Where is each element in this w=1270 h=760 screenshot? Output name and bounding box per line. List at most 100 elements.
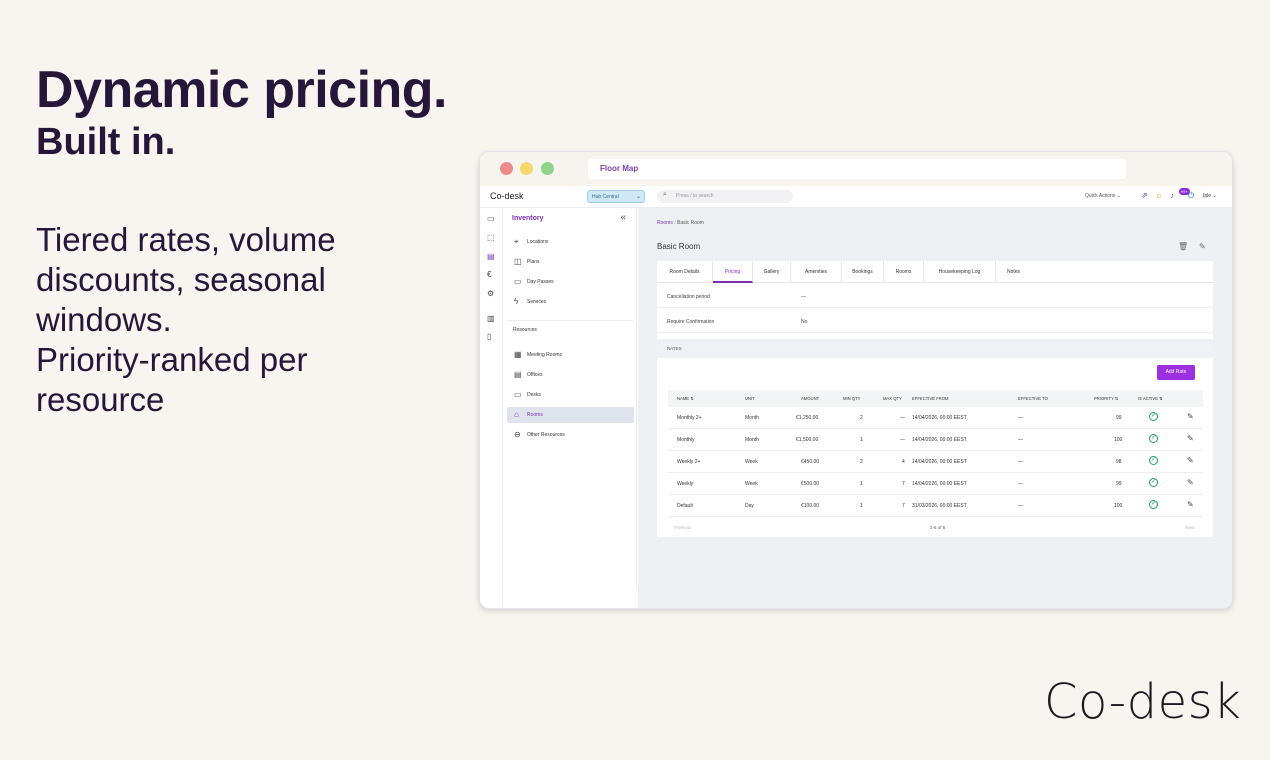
table-row: Monthly 2+ Month €1,250.00 2 — 14/04/202… — [668, 407, 1203, 429]
monitor-icon: ▭ — [514, 390, 522, 399]
settings-icon[interactable]: ⚙ — [487, 289, 495, 298]
check-circle-icon: ✓ — [1149, 500, 1158, 509]
bell-icon[interactable]: ♪ — [1170, 191, 1174, 200]
previous-page-button[interactable]: Previous — [674, 525, 692, 530]
cell-min-qty: 1 — [860, 437, 863, 443]
cell-unit: Month — [745, 415, 759, 421]
cell-name: Weekly 2+ — [677, 459, 701, 465]
next-page-button[interactable]: Next — [1185, 525, 1195, 530]
sidebar-item-label: Plans — [527, 259, 540, 265]
cell-unit: Month — [745, 437, 759, 443]
tab-pricing[interactable]: Pricing — [713, 261, 753, 283]
column-header-amount: AMOUNT — [801, 396, 820, 401]
inventory-icon[interactable]: ▤ — [487, 252, 495, 261]
edit-rate-icon[interactable]: ✎ — [1187, 478, 1194, 487]
sidebar-item-day-passes[interactable]: ▭ Day Passes — [507, 274, 634, 290]
desk-icon[interactable]: ▭ — [487, 214, 495, 223]
tab-room-details[interactable]: Room Details — [657, 261, 713, 283]
sidebar-item-other-resources[interactable]: ⊖ Other Resources — [507, 427, 634, 443]
cell-effective-from: 14/04/2026, 00:00 EEST — [912, 437, 967, 443]
minimize-window-button[interactable] — [520, 162, 533, 175]
cell-amount: €1,250.00 — [796, 415, 819, 421]
sidebar-item-label: Locations — [527, 239, 549, 245]
cell-unit: Week — [745, 459, 758, 465]
cell-max-qty: — — [900, 437, 905, 443]
more-icon: ⊖ — [514, 430, 521, 439]
cell-min-qty: 2 — [860, 459, 863, 465]
power-icon[interactable]: ⏻ — [1188, 191, 1195, 200]
cell-priority: 98 — [1116, 459, 1122, 465]
sidebar-item-offices[interactable]: ▤ Offices — [507, 367, 634, 383]
maximize-window-button[interactable] — [541, 162, 554, 175]
sidebar-item-label: Other Resources — [527, 432, 565, 438]
cell-unit: Week — [745, 481, 758, 487]
field-value: — — [801, 294, 806, 300]
breadcrumb-current: Basic Room — [677, 220, 704, 226]
cell-name: Weekly — [677, 481, 694, 487]
field-label: Cancellation period — [667, 294, 710, 300]
cell-amount: €500.00 — [801, 481, 820, 487]
search-input[interactable]: ⌕ Press / to search — [657, 190, 793, 203]
edit-icon[interactable]: ✎ — [1199, 242, 1206, 251]
edit-rate-icon[interactable]: ✎ — [1187, 412, 1194, 421]
location-icon: ⌖ — [514, 237, 519, 246]
app-logo[interactable]: Co-desk — [490, 191, 524, 201]
tab-rooms[interactable]: Rooms — [884, 261, 924, 283]
collapse-sidebar-icon[interactable]: « — [620, 212, 626, 223]
sidebar-item-label: Day Passes — [527, 279, 554, 285]
page-title: Basic Room — [657, 242, 701, 251]
tab-notes[interactable]: Notes — [1006, 269, 1021, 275]
sidebar-heading: Inventory — [512, 215, 544, 222]
field-require-confirmation: Require Confirmation No — [657, 309, 1213, 333]
sidebar-item-services[interactable]: ϟ Services — [507, 294, 634, 310]
tab-bar: Room Details Pricing Gallery Amenities B… — [657, 261, 1213, 283]
edit-rate-icon[interactable]: ✎ — [1187, 456, 1194, 465]
cell-priority: 99 — [1116, 481, 1122, 487]
column-header-name[interactable]: NAME ⇅ — [677, 396, 694, 401]
sidebar-item-desks[interactable]: ▭ Desks — [507, 387, 634, 403]
breadcrumb-rooms-link[interactable]: Rooms — [657, 220, 673, 226]
home-icon: ⌂ — [514, 410, 519, 419]
bag-icon: ◫ — [514, 257, 522, 266]
field-cancellation-period: Cancellation period — — [657, 284, 1213, 308]
cell-min-qty: 1 — [860, 481, 863, 487]
cell-effective-from: 14/04/2026, 00:00 EEST — [912, 481, 967, 487]
hub-select[interactable]: Hub Central ⌄ — [587, 190, 645, 203]
cell-effective-from: 14/04/2026, 00:00 EEST — [912, 415, 967, 421]
sun-icon[interactable]: ☼ — [1155, 191, 1163, 200]
grid-icon: ▦ — [514, 350, 522, 359]
add-rate-button[interactable]: Add Rate — [1157, 365, 1195, 380]
quick-actions-label: Quick Actions — [1085, 193, 1116, 199]
sidebar-group-label: Resources — [513, 327, 537, 333]
floor-map-icon[interactable]: ⬚ — [487, 233, 495, 242]
sidebar-item-rooms[interactable]: ⌂ Rooms — [507, 407, 634, 423]
sidebar-item-plans[interactable]: ◫ Plans — [507, 254, 634, 270]
close-window-button[interactable] — [500, 162, 513, 175]
column-header-label: IS ACTIVE — [1138, 396, 1159, 401]
currency-icon[interactable]: € — [487, 270, 492, 279]
column-header-is-active[interactable]: IS ACTIVE ⇅ — [1138, 396, 1163, 401]
sidebar-item-meeting-rooms[interactable]: ▦ Meeting Rooms — [507, 347, 634, 363]
notification-badge: 99+ — [1179, 188, 1190, 195]
tab-bookings[interactable]: Bookings — [842, 261, 884, 283]
edit-rate-icon[interactable]: ✎ — [1187, 434, 1194, 443]
edit-rate-icon[interactable]: ✎ — [1187, 500, 1194, 509]
cell-amount: €1,500.00 — [796, 437, 819, 443]
sidebar-item-locations[interactable]: ⌖ Locations — [507, 234, 634, 250]
address-bar[interactable]: Floor Map — [588, 159, 1126, 179]
quick-actions-button[interactable]: Quick Actions ⌄ — [1085, 193, 1121, 199]
tab-gallery[interactable]: Gallery — [753, 261, 791, 283]
reports-icon[interactable]: ▥ — [487, 314, 495, 323]
pricing-card: Room Details Pricing Gallery Amenities B… — [657, 261, 1213, 537]
tab-housekeeping-log[interactable]: Housekeeping Log — [924, 261, 996, 283]
cell-amount: €100.00 — [801, 503, 820, 509]
column-header-priority[interactable]: PRIORITY ⇅ — [1094, 396, 1119, 401]
tab-amenities[interactable]: Amenities — [791, 261, 842, 283]
external-link-icon[interactable]: ⇗ — [1141, 191, 1148, 200]
delete-icon[interactable]: 🗑 — [1178, 242, 1189, 251]
document-icon[interactable]: ▯ — [487, 332, 492, 341]
user-menu[interactable]: Iple ⌄ — [1203, 193, 1217, 199]
cell-effective-from: 31/03/2026, 00:00 EEST — [912, 503, 967, 509]
cell-effective-from: 14/04/2026, 00:00 EEST — [912, 459, 967, 465]
cell-priority: 99 — [1116, 415, 1122, 421]
